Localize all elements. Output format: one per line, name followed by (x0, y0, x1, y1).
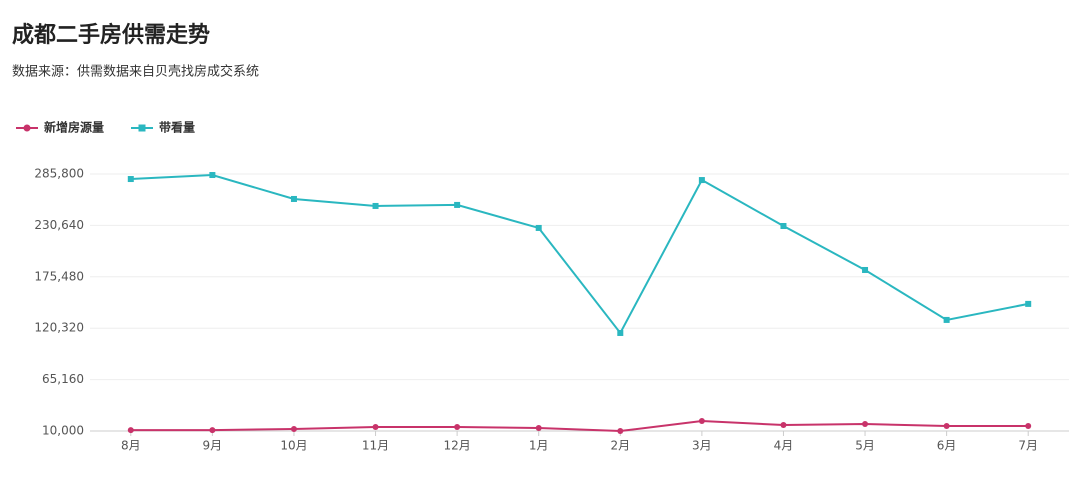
point (943, 422, 950, 429)
point (862, 266, 869, 273)
x-tick-label: 9月 (203, 439, 223, 453)
chart-title: 成都二手房供需走势 (12, 22, 210, 48)
legend-label: 新增房源量 (44, 120, 104, 135)
x-tick-label: 6月 (937, 439, 957, 453)
point (780, 422, 787, 429)
point (862, 421, 869, 428)
y-tick-label: 175,480 (34, 269, 84, 283)
chart-subtitle: 数据来源：供需数据来自贝壳找房成交系统 (12, 64, 259, 80)
point (780, 222, 787, 229)
point (698, 177, 705, 184)
x-tick-label: 5月 (855, 439, 875, 453)
point (454, 201, 461, 208)
x-tick-label: 12月 (443, 439, 470, 453)
point (1025, 300, 1032, 307)
point (535, 425, 542, 432)
point (617, 329, 624, 336)
x-tick-label: 7月 (1018, 439, 1038, 453)
point (454, 423, 461, 430)
point (698, 418, 705, 425)
x-tick-label: 3月 (692, 439, 712, 453)
point (617, 428, 624, 434)
x-tick-label: 10月 (280, 439, 307, 453)
x-tick-label: 8月 (121, 439, 141, 453)
x-tick-label: 2月 (610, 439, 630, 453)
y-tick-label: 230,640 (34, 218, 84, 232)
point (209, 427, 216, 434)
legend-marker (23, 124, 31, 132)
point (943, 316, 950, 323)
x-tick-label: 1月 (529, 439, 549, 453)
line (130, 420, 1029, 433)
point (209, 172, 216, 179)
point (290, 195, 297, 202)
point (1025, 422, 1032, 429)
y-tick-label: 65,160 (42, 372, 84, 386)
point (127, 176, 134, 183)
line (130, 174, 1029, 335)
legend-marker (138, 124, 146, 132)
y-tick-label: 285,800 (34, 167, 84, 181)
y-tick-label: 10,000 (42, 424, 84, 438)
x-tick-label: 11月 (362, 439, 389, 453)
x-tick-label: 4月 (774, 439, 794, 453)
legend-label: 带看量 (159, 120, 195, 135)
y-tick-label: 120,320 (34, 321, 84, 335)
point (372, 202, 379, 209)
point (535, 224, 542, 231)
point (372, 423, 379, 430)
point (290, 426, 297, 433)
point (127, 427, 134, 434)
